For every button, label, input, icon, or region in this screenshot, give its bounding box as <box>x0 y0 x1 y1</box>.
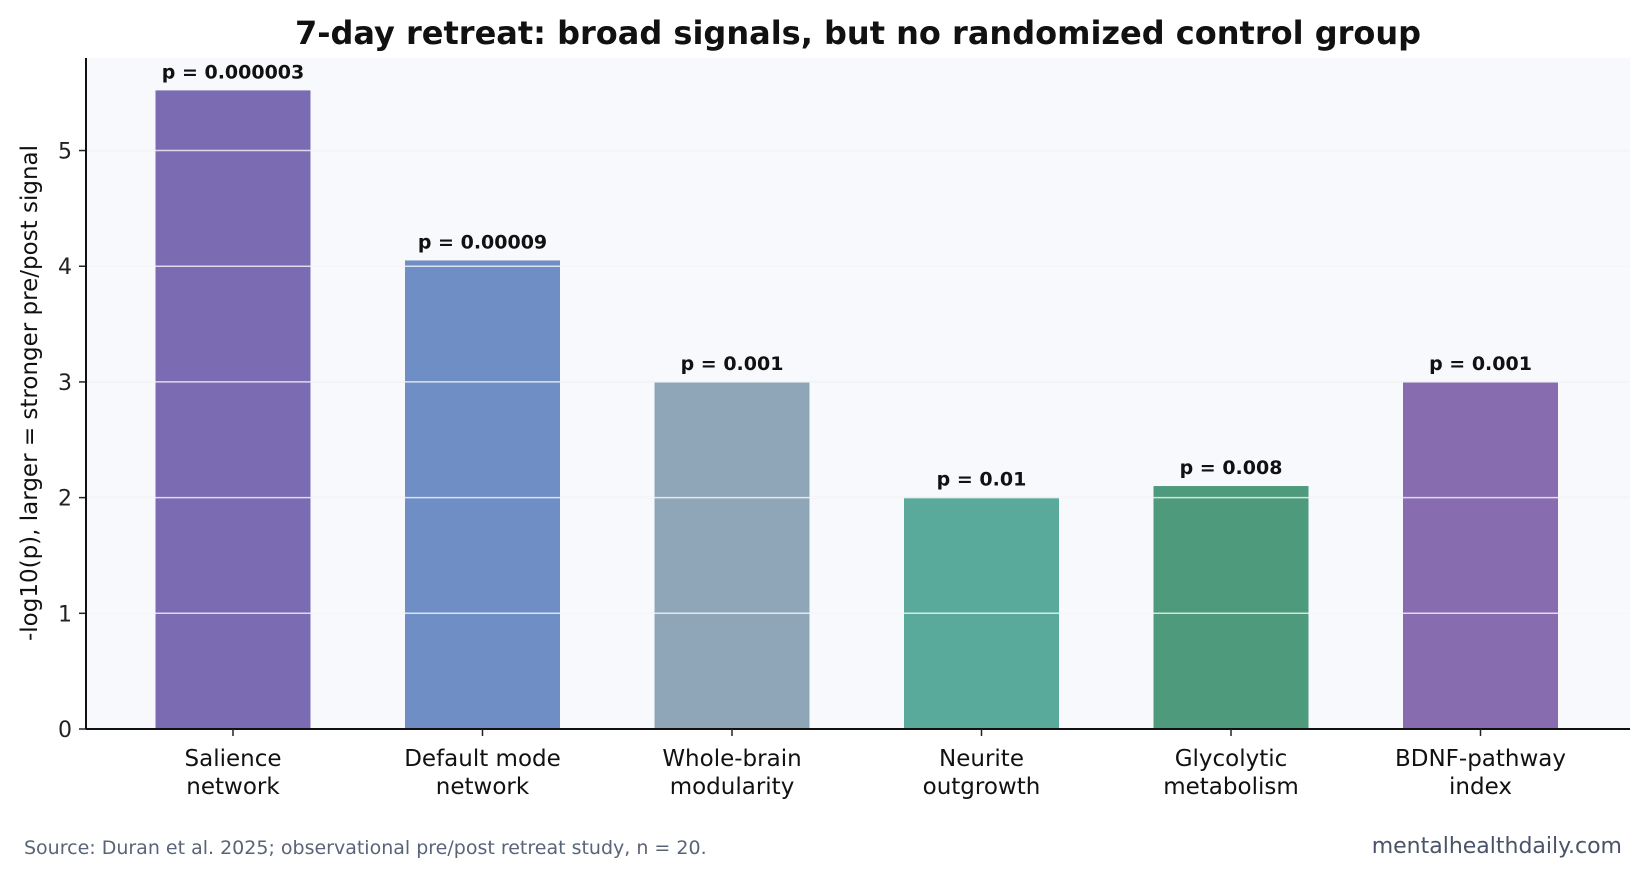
y-tick-label: 5 <box>58 140 72 165</box>
y-tick-label: 3 <box>58 371 72 396</box>
x-tick-label: Salience <box>185 746 282 772</box>
x-tick-label: metabolism <box>1163 774 1299 800</box>
bar <box>405 260 560 729</box>
y-tick-label: 4 <box>58 255 72 280</box>
data-label: p = 0.01 <box>937 469 1027 491</box>
bar <box>1403 381 1558 729</box>
data-label: p = 0.001 <box>681 353 784 375</box>
chart-title: 7-day retreat: broad signals, but no ran… <box>295 14 1421 52</box>
x-tick-label: modularity <box>670 774 795 800</box>
data-label: p = 0.00009 <box>418 231 547 253</box>
axes: 0 1 2 3 4 5 <box>58 58 1630 743</box>
x-tick-label: network <box>436 774 530 800</box>
x-tick-label: Default mode <box>404 746 561 772</box>
plot-area <box>86 58 1630 729</box>
y-axis-label: -log10(p), larger = stronger pre/post si… <box>17 145 43 641</box>
data-label: p = 0.000003 <box>162 61 305 83</box>
x-tick-label: index <box>1449 774 1512 800</box>
y-tick-label: 0 <box>58 718 72 743</box>
y-tick-label: 1 <box>58 602 72 627</box>
x-tick-label: BDNF-pathway <box>1395 746 1566 772</box>
bar <box>155 90 311 729</box>
x-tick-label: Neurite <box>939 746 1024 772</box>
x-tick-label: Whole-brain <box>662 746 801 772</box>
x-tick-label: outgrowth <box>923 774 1041 800</box>
bar <box>654 381 810 729</box>
x-tick-label: Glycolytic <box>1175 746 1288 772</box>
y-tick-label: 2 <box>58 487 72 512</box>
source-note: Source: Duran et al. 2025; observational… <box>24 837 707 859</box>
x-tick-label: network <box>186 774 280 800</box>
data-labels: p = 0.000003 p = 0.00009 p = 0.001 p = 0.01… <box>162 61 1532 490</box>
data-label: p = 0.008 <box>1180 457 1283 479</box>
data-label: p = 0.001 <box>1429 353 1532 375</box>
overlay-grid-lines <box>86 149 1630 615</box>
site-credit: mentalhealthdaily.com <box>1372 834 1622 859</box>
bar <box>1153 486 1309 729</box>
bars <box>155 90 1558 729</box>
